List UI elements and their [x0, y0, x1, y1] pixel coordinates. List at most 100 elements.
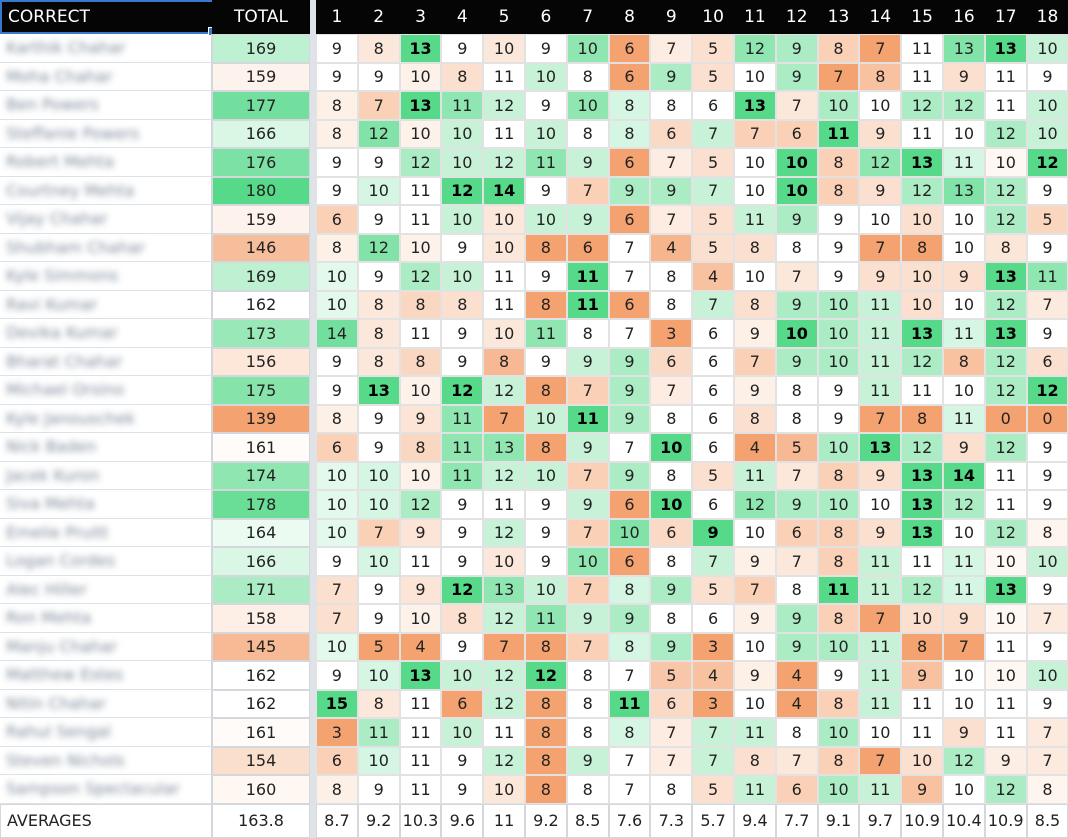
hole-score-cell[interactable]: 12	[483, 604, 525, 633]
hole-score-cell[interactable]: 8	[525, 689, 567, 718]
hole-score-cell[interactable]: 9	[1026, 233, 1068, 262]
hole-score-cell[interactable]: 13	[943, 176, 985, 205]
hole-score-cell[interactable]: 9	[608, 347, 651, 376]
hole-score-cell[interactable]: 12	[441, 176, 484, 205]
hole-score-cell[interactable]: 8	[566, 62, 609, 91]
player-name-cell[interactable]: Michael Orsino	[0, 376, 212, 405]
player-name-cell[interactable]: Jacek Kuron	[0, 461, 212, 490]
hole-score-cell[interactable]: 10	[525, 62, 567, 91]
hole-score-cell[interactable]: 11	[901, 689, 943, 718]
hole-score-cell[interactable]: 9	[817, 661, 860, 690]
hole-score-cell[interactable]: 12	[901, 575, 943, 604]
hole-score-cell[interactable]: 10	[943, 205, 985, 234]
hole-score-cell[interactable]: 8	[525, 376, 567, 405]
hole-score-cell[interactable]: 9	[566, 433, 609, 462]
hole-score-cell[interactable]: 9	[943, 262, 985, 291]
hole-score-cell[interactable]: 7	[483, 632, 525, 661]
hole-score-cell[interactable]: 3	[650, 319, 693, 348]
hole-score-cell[interactable]: 7	[692, 746, 734, 775]
hole-score-cell[interactable]: 10	[817, 319, 860, 348]
hole-score-cell[interactable]: 7	[608, 319, 651, 348]
hole-score-cell[interactable]: 7	[608, 433, 651, 462]
hole-score-cell[interactable]: 13	[984, 262, 1027, 291]
hole-score-cell[interactable]: 11	[943, 319, 985, 348]
hole-score-cell[interactable]: 10	[1026, 119, 1068, 148]
header-hole-5[interactable]: 5	[483, 0, 525, 34]
hole-score-cell[interactable]: 9	[650, 632, 693, 661]
player-name-cell[interactable]: Matthew Estes	[0, 661, 212, 690]
header-hole-3[interactable]: 3	[399, 0, 442, 34]
hole-score-cell[interactable]: 7	[775, 746, 818, 775]
hole-score-cell[interactable]: 9	[775, 290, 818, 319]
hole-score-cell[interactable]: 8	[316, 91, 358, 120]
header-total-cell[interactable]: TOTAL	[212, 0, 310, 34]
hole-score-cell[interactable]: 11	[483, 262, 525, 291]
hole-score-cell[interactable]: 12	[984, 775, 1027, 804]
hole-score-cell[interactable]: 7	[650, 718, 693, 747]
hole-score-cell[interactable]: 12	[483, 91, 525, 120]
hole-score-cell[interactable]: 7	[316, 604, 358, 633]
hole-score-cell[interactable]: 0	[1026, 404, 1068, 433]
hole-score-cell[interactable]: 7	[650, 376, 693, 405]
hole-score-cell[interactable]: 11	[901, 34, 943, 63]
hole-score-cell[interactable]: 10	[734, 518, 776, 547]
hole-score-cell[interactable]: 10	[901, 262, 943, 291]
hole-score-cell[interactable]: 11	[525, 604, 567, 633]
total-score-cell[interactable]: 169	[212, 34, 310, 63]
hole-score-cell[interactable]: 12	[984, 176, 1027, 205]
hole-score-cell[interactable]: 10	[734, 176, 776, 205]
hole-score-cell[interactable]: 7	[608, 262, 651, 291]
hole-score-cell[interactable]: 14	[316, 319, 358, 348]
hole-score-cell[interactable]: 3	[692, 632, 734, 661]
hole-score-cell[interactable]: 9	[984, 746, 1027, 775]
hole-score-cell[interactable]: 9	[1026, 461, 1068, 490]
hole-score-cell[interactable]: 8	[817, 604, 860, 633]
hole-score-cell[interactable]: 10	[943, 661, 985, 690]
hole-score-cell[interactable]: 11	[566, 404, 609, 433]
hole-score-cell[interactable]: 9	[441, 746, 484, 775]
hole-score-cell[interactable]: 9	[817, 233, 860, 262]
hole-score-cell[interactable]: 7	[775, 461, 818, 490]
hole-score-cell[interactable]: 14	[943, 461, 985, 490]
hole-score-cell[interactable]: 7	[357, 518, 400, 547]
hole-score-cell[interactable]: 9	[357, 604, 400, 633]
hole-score-cell[interactable]: 9	[441, 547, 484, 576]
hole-score-cell[interactable]: 9	[1026, 632, 1068, 661]
player-name-cell[interactable]: Vijay Chahar	[0, 205, 212, 234]
hole-score-cell[interactable]: 10	[441, 119, 484, 148]
hole-score-cell[interactable]: 7	[775, 262, 818, 291]
hole-score-cell[interactable]: 12	[483, 689, 525, 718]
hole-score-cell[interactable]: 9	[943, 62, 985, 91]
hole-score-cell[interactable]: 9	[441, 775, 484, 804]
hole-score-cell[interactable]: 13	[357, 376, 400, 405]
hole-score-cell[interactable]: 11	[734, 775, 776, 804]
hole-score-cell[interactable]: 9	[650, 575, 693, 604]
hole-score-cell[interactable]: 10	[859, 205, 902, 234]
hole-score-cell[interactable]: 7	[692, 176, 734, 205]
hole-score-cell[interactable]: 8	[775, 376, 818, 405]
hole-score-cell[interactable]: 7	[357, 91, 400, 120]
hole-score-cell[interactable]: 7	[566, 632, 609, 661]
hole-score-cell[interactable]: 12	[901, 347, 943, 376]
hole-score-cell[interactable]: 9	[1026, 490, 1068, 519]
hole-score-cell[interactable]: 8	[734, 233, 776, 262]
player-name-cell[interactable]: Ben Powers	[0, 91, 212, 120]
hole-score-cell[interactable]: 9	[357, 433, 400, 462]
hole-score-cell[interactable]: 10	[734, 62, 776, 91]
hole-score-cell[interactable]: 10	[859, 91, 902, 120]
total-score-cell[interactable]: 154	[212, 746, 310, 775]
hole-score-cell[interactable]: 7	[692, 547, 734, 576]
hole-score-cell[interactable]: 8	[316, 775, 358, 804]
hole-score-cell[interactable]: 9	[608, 404, 651, 433]
hole-score-cell[interactable]: 7	[650, 205, 693, 234]
hole-score-cell[interactable]: 9	[608, 376, 651, 405]
hole-score-cell[interactable]: 9	[399, 518, 442, 547]
hole-score-cell[interactable]: 9	[441, 347, 484, 376]
header-hole-11[interactable]: 11	[734, 0, 776, 34]
hole-score-cell[interactable]: 8	[608, 119, 651, 148]
hole-score-cell[interactable]: 8	[817, 461, 860, 490]
hole-score-cell[interactable]: 10	[316, 290, 358, 319]
hole-score-cell[interactable]: 8	[650, 404, 693, 433]
hole-score-cell[interactable]: 9	[316, 376, 358, 405]
hole-score-cell[interactable]: 10	[399, 62, 442, 91]
